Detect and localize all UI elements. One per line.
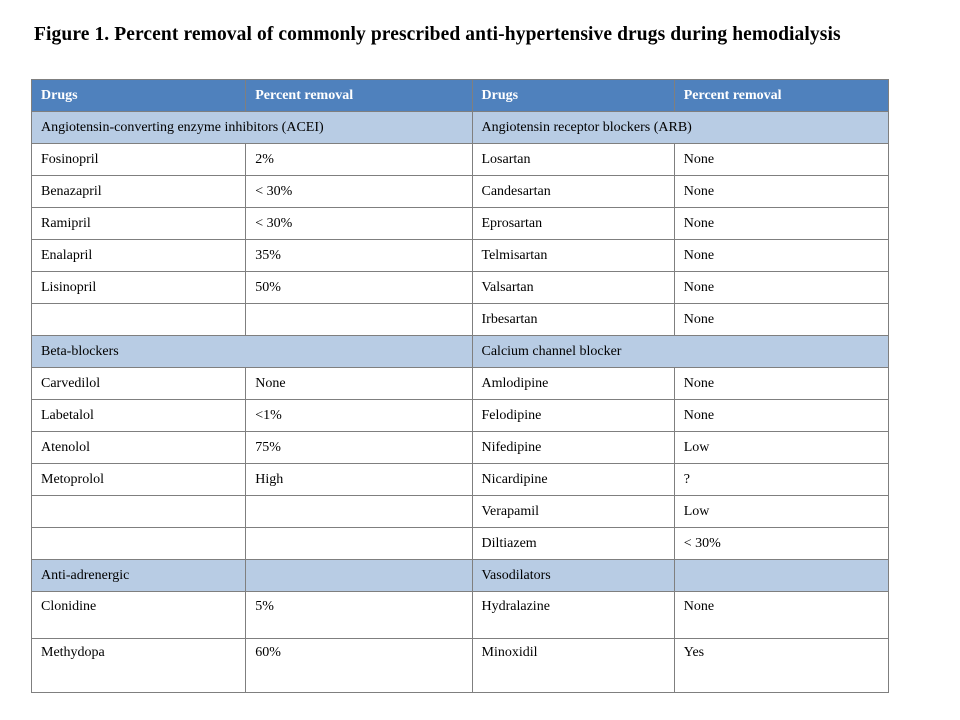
percent-removal-right: None [673,303,890,336]
table-row: Diltiazem < 30% [30,527,890,560]
table-row: Benazapril < 30% Candesartan None [30,175,890,208]
percent-removal-left: 5% [245,591,473,639]
percent-removal-right: Yes [673,638,890,693]
drug-name-right: Nicardipine [471,463,675,496]
percent-removal-left [245,495,473,528]
table-row: Clonidine 5% Hydralazine None [30,591,890,639]
drug-name-right: Valsartan [471,271,675,304]
drug-name-left: Carvedilol [30,367,247,400]
percent-removal-right: None [673,367,890,400]
drug-name-left: Benazapril [30,175,247,208]
category-label-left: Angiotensin-converting enzyme inhibitors… [31,111,473,144]
percent-removal-right: None [673,239,890,272]
percent-removal-left: < 30% [245,207,473,240]
percent-removal-left: 60% [245,638,473,693]
drug-name-right: Amlodipine [471,367,675,400]
table-body: Drugs Percent removal Drugs Percent remo… [30,79,890,693]
percent-removal-left: 75% [245,431,473,464]
category-extra-left [245,559,473,592]
drug-name-right: Hydralazine [471,591,675,639]
category-label-right: Calcium channel blocker [471,335,889,368]
table-row: Carvedilol None Amlodipine None [30,367,890,400]
table-row: Ramipril < 30% Eprosartan None [30,207,890,240]
table-row: Metoprolol High Nicardipine? [30,463,890,496]
category-label-left: Anti-adrenergic [30,559,247,592]
drug-name-left [30,527,247,560]
category-label-right: Angiotensin receptor blockers (ARB) [471,111,889,144]
table-row: Labetalol <1% Felodipine None [30,399,890,432]
table-row: Verapamil Low [30,495,890,528]
percent-removal-left: None [245,367,473,400]
drug-name-left: Enalapril [30,239,247,272]
drug-name-right: Felodipine [471,399,675,432]
header-percent-removal-left: Percent removal [245,79,473,112]
header-drugs-right: Drugs [471,79,675,112]
category-label-left: Beta-blockers [31,335,473,368]
drug-name-left: Metoprolol [30,463,247,496]
table-row: Enalapril 35% Telmisartan None [30,239,890,272]
percent-removal-left: < 30% [245,175,473,208]
drug-name-right: Minoxidil [471,638,675,693]
table-row: Irbesartan None [30,303,890,336]
category-row: Anti-adrenergic Vasodilators [30,559,890,592]
table-header-row: Drugs Percent removal Drugs Percent remo… [30,79,890,112]
drug-name-right: Losartan [471,143,675,176]
percent-removal-right: None [673,175,890,208]
drug-name-right: Eprosartan [471,207,675,240]
drug-name-left [30,495,247,528]
percent-removal-right: Low [673,431,890,464]
percent-removal-right: None [673,591,890,639]
drug-name-right: Telmisartan [471,239,675,272]
percent-removal-right: None [673,399,890,432]
percent-removal-left: 2% [245,143,473,176]
table-row: Atenolol 75% Nifedipine Low [30,431,890,464]
category-label-right: Vasodilators [471,559,675,592]
percent-removal-left: High [245,463,473,496]
drug-name-right: Nifedipine [471,431,675,464]
table-row: Fosinopril 2% Losartan None [30,143,890,176]
table-row: Methydopa 60% Minoxidil Yes [30,638,890,693]
drug-name-left [30,303,247,336]
category-row: Angiotensin-converting enzyme inhibitors… [31,111,889,144]
percent-removal-right: < 30% [673,527,890,560]
drug-name-right: Verapamil [471,495,675,528]
percent-removal-right: None [673,143,890,176]
drug-name-left: Clonidine [30,591,247,639]
table-row: Lisinopril 50% Valsartan None [30,271,890,304]
drug-name-right: Candesartan [471,175,675,208]
header-percent-removal-right: Percent removal [673,79,890,112]
drug-name-right: Irbesartan [471,303,675,336]
percent-removal-left [245,303,473,336]
percent-removal-left: <1% [245,399,473,432]
drug-name-left: Fosinopril [30,143,247,176]
category-row: Beta-blockers Calcium channel blocker [31,335,889,368]
drug-name-left: Atenolol [30,431,247,464]
drug-removal-table: Drugs Percent removal Drugs Percent remo… [30,79,890,693]
drug-name-left: Lisinopril [30,271,247,304]
percent-removal-left: 35% [245,239,473,272]
drug-name-left: Methydopa [30,638,247,693]
drug-name-left: Ramipril [30,207,247,240]
percent-removal-left [245,527,473,560]
header-drugs-left: Drugs [30,79,247,112]
drug-name-right: Diltiazem [471,527,675,560]
percent-removal-right: None [673,207,890,240]
category-extra-right [673,559,890,592]
percent-removal-right: ? [673,463,890,496]
percent-removal-right: None [673,271,890,304]
figure-title: Figure 1. Percent removal of commonly pr… [34,24,841,45]
percent-removal-left: 50% [245,271,473,304]
drug-name-left: Labetalol [30,399,247,432]
percent-removal-right: Low [673,495,890,528]
